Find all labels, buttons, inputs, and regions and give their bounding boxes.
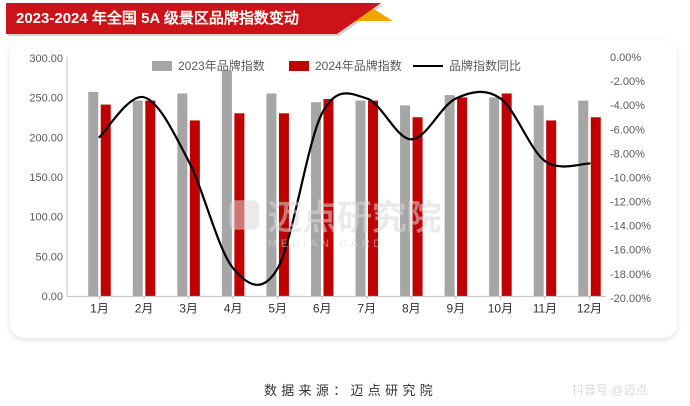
- svg-text:6月: 6月: [313, 301, 332, 315]
- svg-text:9月: 9月: [447, 301, 466, 315]
- svg-text:1月: 1月: [90, 301, 109, 315]
- svg-text:MEDIAN CARD: MEDIAN CARD: [268, 238, 385, 250]
- svg-text:50.00: 50.00: [35, 251, 63, 263]
- svg-text:250.00: 250.00: [29, 93, 63, 105]
- svg-text:4月: 4月: [224, 301, 243, 315]
- svg-text:-6.00%: -6.00%: [610, 124, 645, 136]
- svg-text:7月: 7月: [357, 301, 376, 315]
- svg-text:10月: 10月: [488, 301, 513, 315]
- svg-text:0.00%: 0.00%: [610, 52, 641, 64]
- svg-text:-20.00%: -20.00%: [610, 293, 651, 305]
- svg-text:200.00: 200.00: [29, 132, 63, 144]
- svg-text:-2.00%: -2.00%: [610, 76, 645, 88]
- svg-text:8月: 8月: [402, 301, 421, 315]
- svg-text:迈点研究院: 迈点研究院: [268, 199, 442, 238]
- svg-text:-16.00%: -16.00%: [610, 245, 651, 257]
- svg-text:300.00: 300.00: [29, 53, 63, 65]
- svg-text:2月: 2月: [135, 301, 154, 315]
- svg-text:0.00: 0.00: [42, 291, 63, 303]
- svg-text:11月: 11月: [533, 301, 557, 315]
- svg-text:-14.00%: -14.00%: [610, 221, 651, 233]
- svg-text:-10.00%: -10.00%: [610, 172, 651, 184]
- svg-text:-8.00%: -8.00%: [610, 148, 645, 160]
- svg-text:100.00: 100.00: [29, 212, 63, 224]
- svg-text:-12.00%: -12.00%: [610, 197, 651, 209]
- svg-text:150.00: 150.00: [29, 172, 63, 184]
- svg-text:-18.00%: -18.00%: [610, 269, 651, 281]
- svg-text:-4.00%: -4.00%: [610, 100, 645, 112]
- svg-text:3月: 3月: [179, 301, 198, 315]
- svg-text:12月: 12月: [577, 301, 602, 315]
- svg-text:5月: 5月: [268, 301, 287, 315]
